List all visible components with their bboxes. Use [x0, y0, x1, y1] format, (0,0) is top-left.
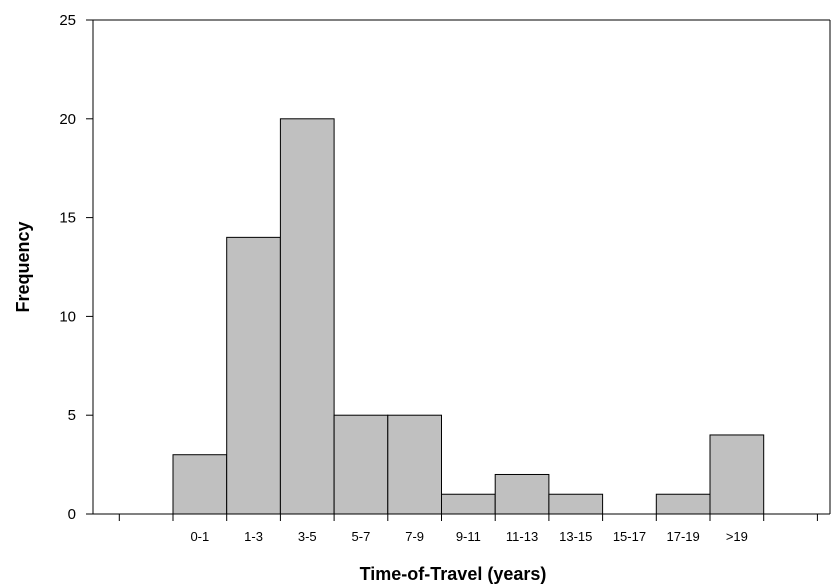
y-tick-label: 25	[59, 12, 76, 29]
y-tick-label: 10	[59, 308, 76, 325]
bar-7	[548, 493, 604, 515]
y-tick-label: 15	[59, 210, 76, 227]
bar-4	[387, 414, 442, 515]
x-tick-label: 15-17	[613, 529, 646, 544]
x-tick-label: 3-5	[298, 529, 317, 544]
y-tick-label: 5	[68, 407, 76, 424]
y-tick-label: 20	[59, 111, 76, 128]
bar-10	[709, 434, 765, 515]
x-tick-label: 7-9	[405, 529, 424, 544]
x-tick-label: 13-15	[559, 529, 592, 544]
x-axis-title: Time-of-Travel (years)	[360, 564, 547, 584]
x-tick-label: 0-1	[190, 529, 209, 544]
bar-9	[655, 493, 711, 515]
bar-6	[494, 473, 550, 515]
bar-3	[333, 414, 389, 515]
bar-0	[172, 454, 228, 515]
x-tick-label: 9-11	[456, 529, 481, 544]
y-axis-title: Frequency	[13, 221, 33, 312]
bars-group	[172, 118, 765, 515]
x-ticks-group: 0-1 1-3 3-5 5-7 7-9 9-11 11-13 13-15 15-17 17-19 >…	[118, 514, 818, 544]
x-tick-label: >19	[726, 529, 748, 544]
bar-2	[279, 118, 335, 515]
axes-group	[92, 19, 831, 515]
x-tick-label: 17-19	[667, 529, 700, 544]
bar-5	[441, 493, 496, 515]
y-tick-label: 0	[68, 506, 76, 523]
x-tick-label: 1-3	[244, 529, 263, 544]
bar-1	[226, 236, 281, 515]
y-ticks-group: 0 5 10 15 20 25	[59, 12, 93, 523]
x-tick-label: 11-13	[506, 529, 538, 544]
x-tick-label: 5-7	[352, 529, 371, 544]
